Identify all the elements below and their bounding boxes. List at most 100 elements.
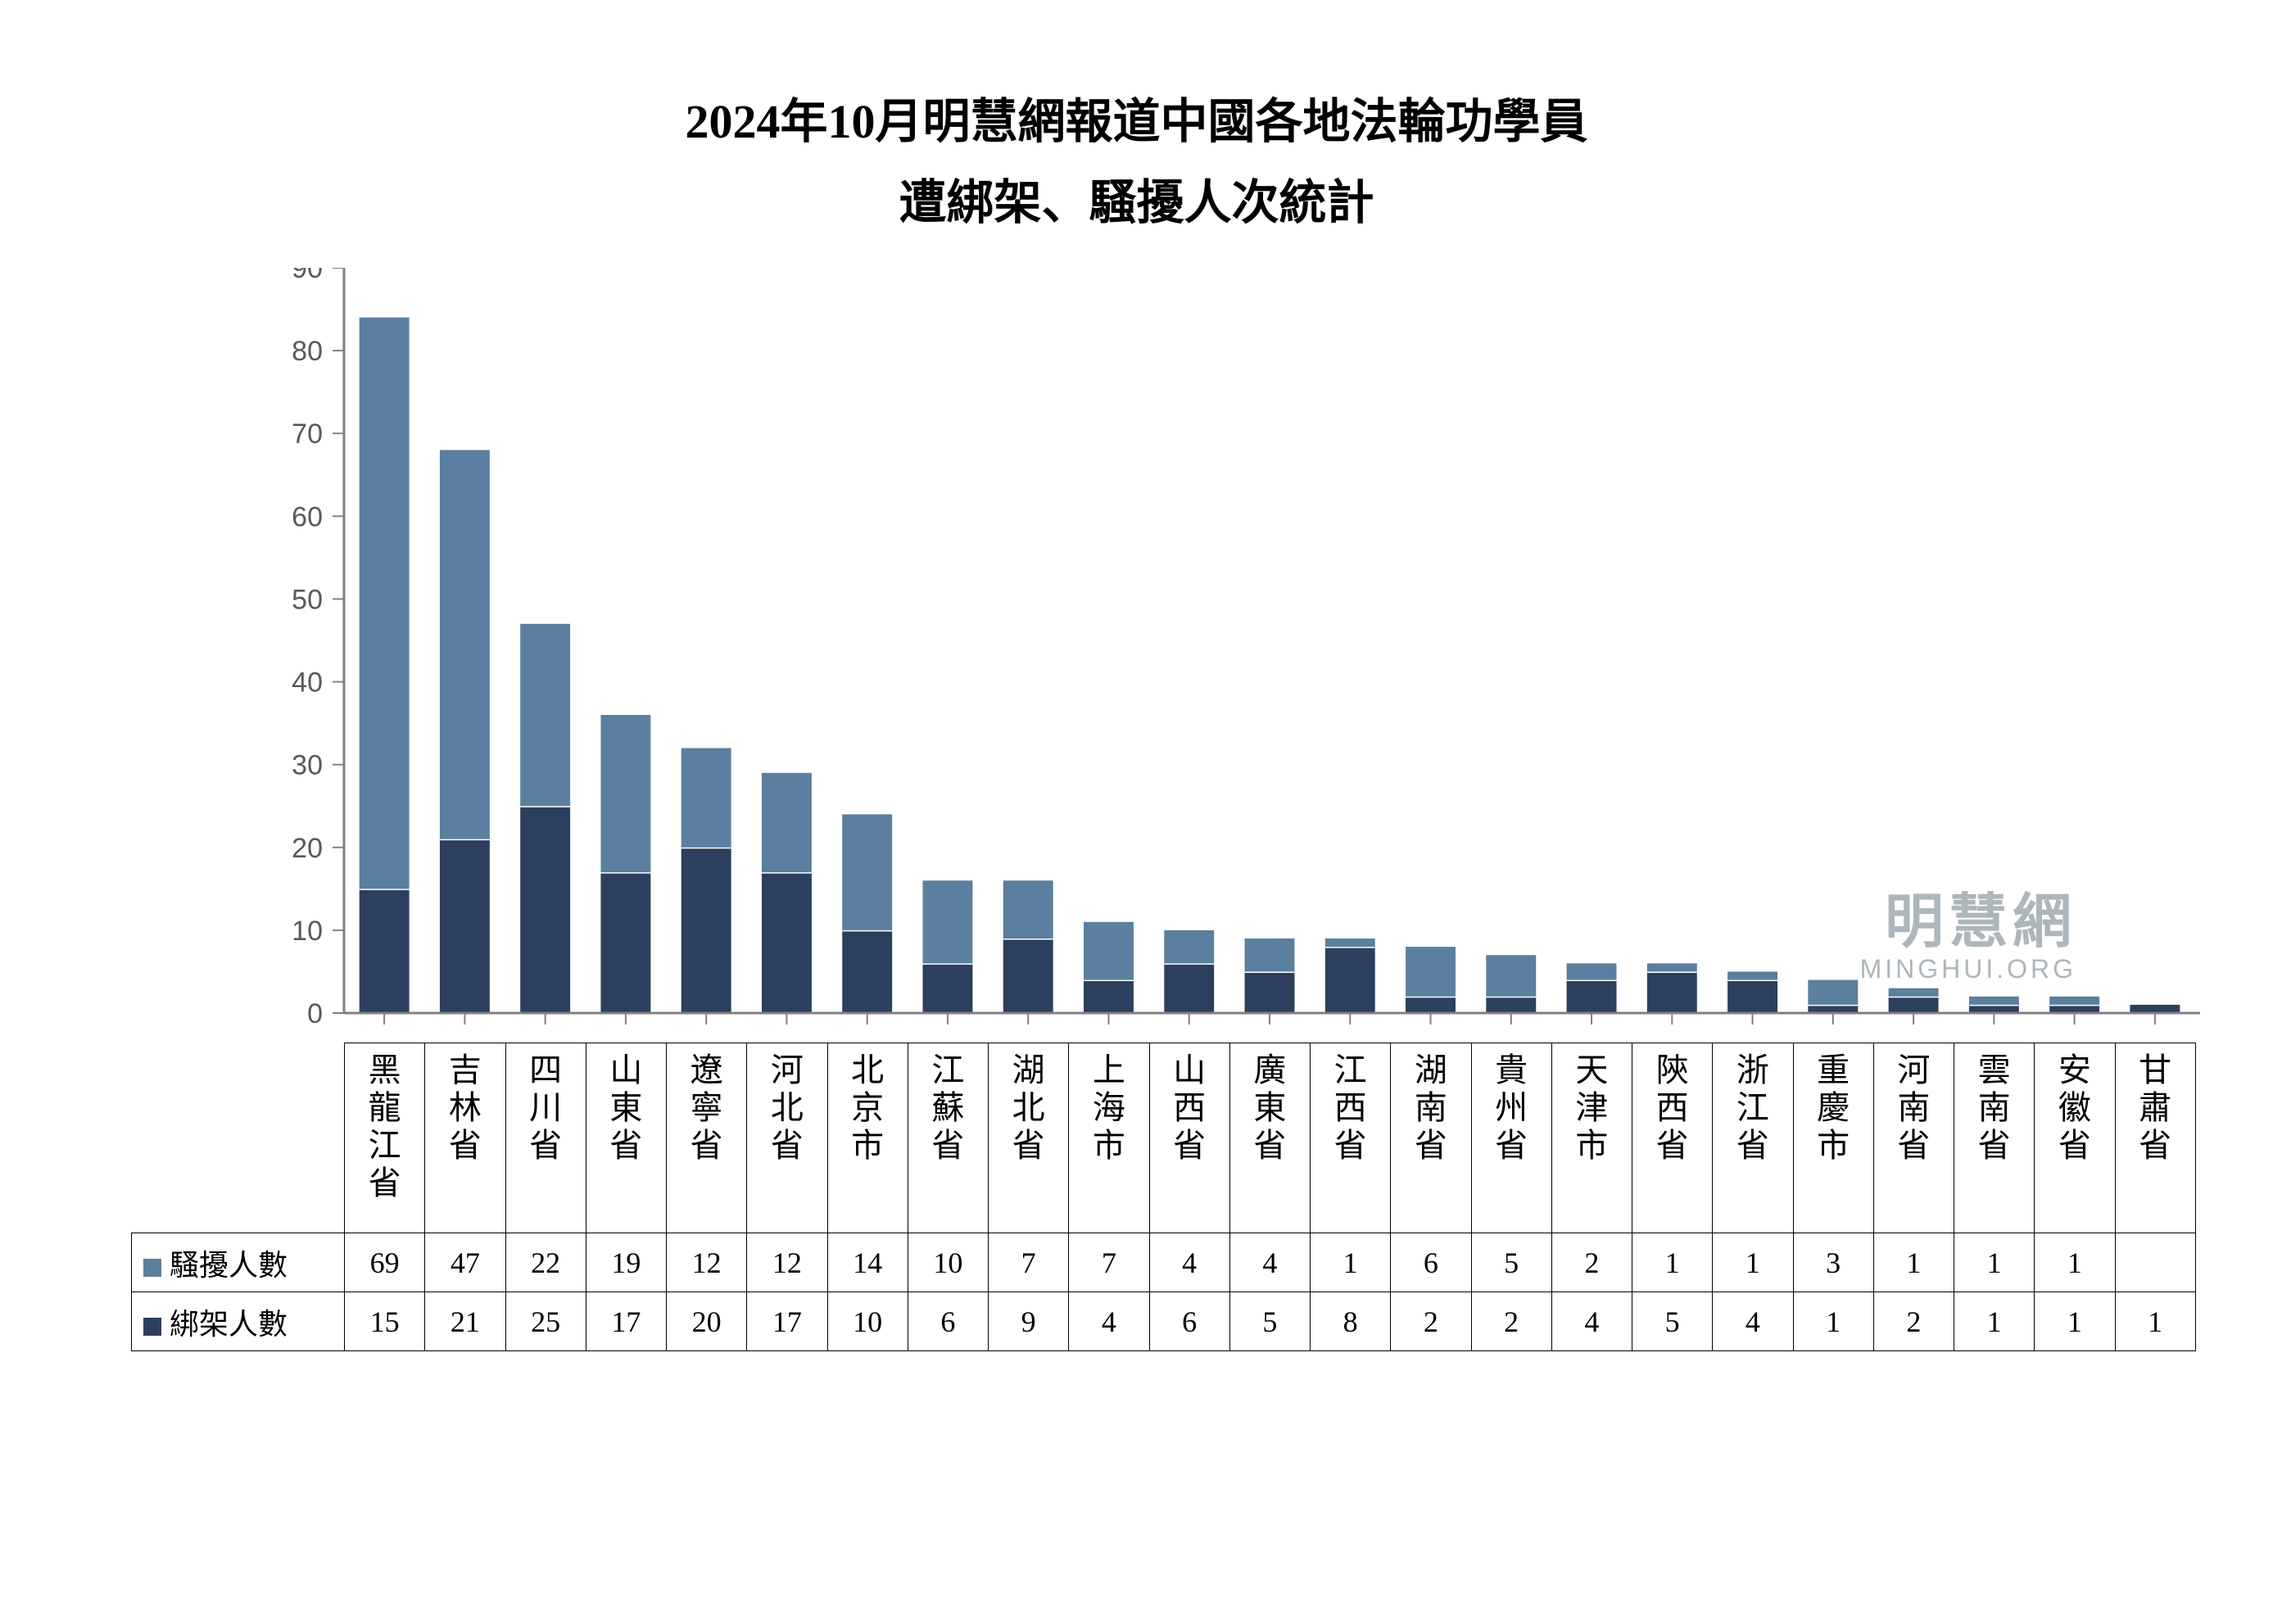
table-category-cell: 浙江省 <box>1713 1043 1793 1233</box>
table-category-cell: 江蘇省 <box>908 1043 988 1233</box>
legend-swatch <box>143 1318 161 1336</box>
svg-text:30: 30 <box>292 750 323 781</box>
svg-text:60: 60 <box>292 502 323 533</box>
table-cell: 1 <box>1713 1233 1793 1292</box>
table-category-cell: 甘肅省 <box>2115 1043 2195 1233</box>
bar-segment <box>1647 972 1697 1014</box>
bar-segment <box>1969 1005 2019 1013</box>
table-cell: 4 <box>1551 1292 1632 1351</box>
bar-segment <box>2130 1005 2180 1013</box>
table-cell: 5 <box>1471 1233 1551 1292</box>
bar-segment <box>1245 939 1295 971</box>
table-cell: 3 <box>1793 1233 1873 1292</box>
table-cell: 9 <box>989 1292 1069 1351</box>
table-cell: 2 <box>1391 1292 1471 1351</box>
table-cell: 6 <box>908 1292 988 1351</box>
table-cell: 14 <box>827 1233 908 1292</box>
table-category-cell: 湖南省 <box>1391 1043 1471 1233</box>
table-cell: 1 <box>1793 1292 1873 1351</box>
svg-text:50: 50 <box>292 585 323 616</box>
table-category-cell: 上海市 <box>1069 1043 1149 1233</box>
bar-segment <box>1164 930 1214 963</box>
table-cell: 20 <box>667 1292 747 1351</box>
table-category-cell: 江西省 <box>1311 1043 1391 1233</box>
table-series-header: 騷擾人數 <box>132 1233 345 1292</box>
table-cell: 4 <box>1713 1292 1793 1351</box>
bar-segment <box>922 880 972 963</box>
table-category-cell: 北京市 <box>827 1043 908 1233</box>
bar-segment <box>762 872 812 1013</box>
table-category-row: 黑龍江省吉林省四川省山東省遼寧省河北省北京市江蘇省湖北省上海市山西省廣東省江西省… <box>132 1043 2196 1233</box>
chart-title-line1: 2024年10月明慧網報道中國各地法輪功學員 <box>131 82 2142 163</box>
table-cell: 21 <box>425 1292 505 1351</box>
bar-segment <box>1727 980 1777 1013</box>
bar-segment <box>600 715 650 872</box>
bar-segment <box>2049 1005 2099 1013</box>
svg-text:10: 10 <box>292 916 323 947</box>
bar-segment <box>681 848 731 1013</box>
table-category-cell: 廣東省 <box>1229 1043 1310 1233</box>
table-cell: 6 <box>1149 1292 1229 1351</box>
table-cell: 12 <box>747 1233 827 1292</box>
bar-segment <box>1406 947 1456 997</box>
bar-segment <box>2049 997 2099 1005</box>
table-category-cell: 吉林省 <box>425 1043 505 1233</box>
chart-title-block: 2024年10月明慧網報道中國各地法輪功學員 遭綁架、騷擾人次統計 <box>131 82 2142 243</box>
table-category-cell: 山西省 <box>1149 1043 1229 1233</box>
bar-segment <box>1808 980 1858 1005</box>
bar-segment <box>520 624 570 806</box>
table-cell: 4 <box>1229 1233 1310 1292</box>
svg-text:40: 40 <box>292 667 323 699</box>
table-cell: 47 <box>425 1233 505 1292</box>
svg-text:80: 80 <box>292 336 323 367</box>
bar-segment <box>1325 947 1375 1013</box>
bar-segment <box>762 773 812 872</box>
svg-text:20: 20 <box>292 833 323 864</box>
bar-segment <box>1486 997 1536 1013</box>
table-category-cell: 黑龍江省 <box>345 1043 425 1233</box>
table-cell: 1 <box>2115 1292 2195 1351</box>
chart-title-line2: 遭綁架、騷擾人次統計 <box>131 163 2142 244</box>
table-cell: 25 <box>505 1292 586 1351</box>
stacked-bar-chart: 0102030405060708090 <box>131 268 2212 1029</box>
legend-label: 綁架人數 <box>170 1308 288 1341</box>
svg-text:0: 0 <box>307 998 323 1029</box>
table-cell: 69 <box>345 1233 425 1292</box>
table-category-cell: 河北省 <box>747 1043 827 1233</box>
table-cell: 1 <box>2035 1292 2115 1351</box>
table-category-cell: 天津市 <box>1551 1043 1632 1233</box>
table-category-cell: 貴州省 <box>1471 1043 1551 1233</box>
chart-container: 0102030405060708090 明慧網 MINGHUI.ORG 黑龍江省… <box>131 268 2142 1351</box>
bar-segment <box>1486 955 1536 997</box>
table-row: 騷擾人數694722191212141077441652113111 <box>132 1233 2196 1292</box>
table-cell: 4 <box>1069 1292 1149 1351</box>
bar-segment <box>600 872 650 1013</box>
table-cell: 6 <box>1391 1233 1471 1292</box>
table-cell: 5 <box>1229 1292 1310 1351</box>
table-cell: 5 <box>1632 1292 1713 1351</box>
table-cell: 7 <box>989 1233 1069 1292</box>
table-cell: 2 <box>1471 1292 1551 1351</box>
bar-segment <box>360 318 410 889</box>
table-cell: 19 <box>586 1233 666 1292</box>
table-cell: 15 <box>345 1292 425 1351</box>
table-category-cell: 安徽省 <box>2035 1043 2115 1233</box>
svg-text:70: 70 <box>292 418 323 450</box>
bar-segment <box>1084 922 1134 980</box>
table-cell: 1 <box>1954 1233 2035 1292</box>
table-category-cell: 重慶市 <box>1793 1043 1873 1233</box>
bar-segment <box>842 815 892 931</box>
table-cell: 10 <box>827 1292 908 1351</box>
bar-segment <box>1003 880 1053 939</box>
table-category-cell: 雲南省 <box>1954 1043 2035 1233</box>
table-category-cell: 湖北省 <box>989 1043 1069 1233</box>
bar-segment <box>1406 997 1456 1013</box>
bar-segment <box>1084 980 1134 1013</box>
table-category-cell: 四川省 <box>505 1043 586 1233</box>
bar-segment <box>1567 964 1617 980</box>
legend-swatch <box>143 1259 161 1277</box>
bar-segment <box>1808 1005 1858 1013</box>
bar-segment <box>1003 939 1053 1013</box>
bar-segment <box>1727 972 1777 980</box>
table-cell: 17 <box>586 1292 666 1351</box>
